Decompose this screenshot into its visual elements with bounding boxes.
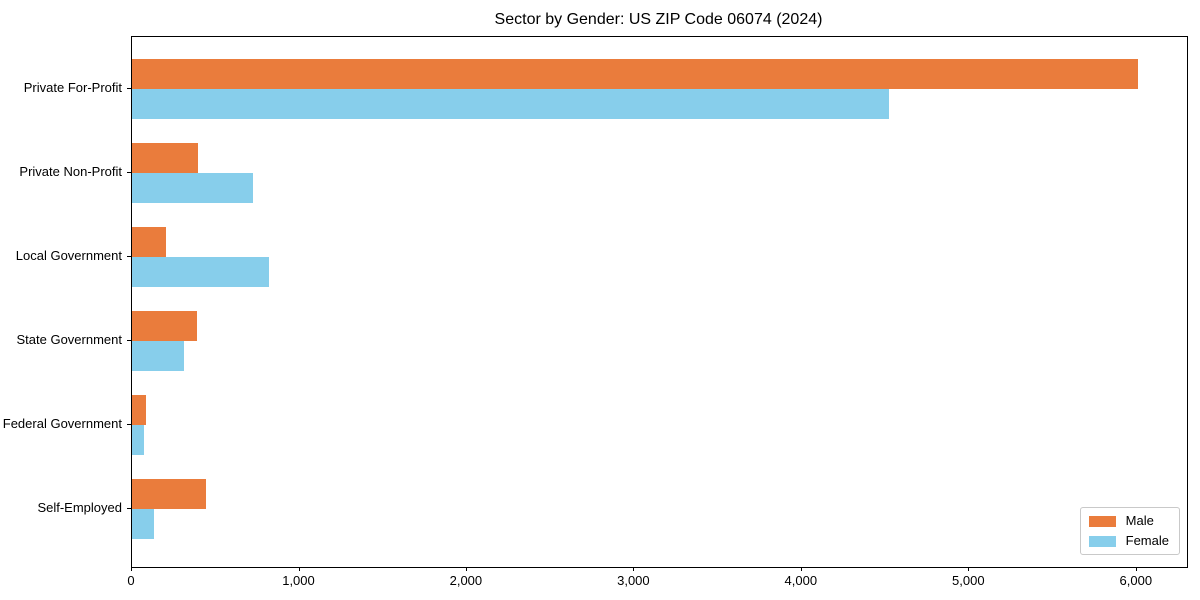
- y-axis-label-1: Private For-Profit: [23, 80, 122, 95]
- x-tick-mark: [800, 567, 802, 571]
- legend-item-female: Female: [1088, 533, 1169, 548]
- legend-item-male: Male: [1088, 513, 1169, 528]
- bar-male-6: [132, 479, 206, 509]
- y-axis-label-4: State Government: [16, 332, 123, 347]
- x-axis-label-0: 0: [127, 573, 135, 588]
- y-tick-mark: [127, 172, 131, 173]
- legend-label-male: Male: [1125, 513, 1154, 528]
- y-tick-mark: [127, 340, 131, 341]
- plot-area: Male Female: [131, 36, 1188, 568]
- y-axis-label-3: Local Government: [15, 248, 122, 263]
- bar-female-6: [132, 509, 154, 539]
- x-axis-label-1000: 1,000: [282, 573, 315, 588]
- y-axis-label-6: Self-Employed: [37, 500, 122, 515]
- y-tick-mark: [127, 256, 131, 257]
- legend: Male Female: [1079, 507, 1180, 555]
- bar-male-3: [132, 227, 166, 257]
- x-tick-mark: [465, 567, 467, 571]
- x-tick-mark: [298, 567, 300, 571]
- male-swatch: [1088, 515, 1116, 527]
- y-axis-label-2: Private Non-Profit: [19, 164, 122, 179]
- x-axis-label-2000: 2,000: [449, 573, 483, 588]
- y-tick-mark: [127, 508, 131, 509]
- y-axis-label-5: Federal Government: [2, 416, 122, 431]
- x-tick-mark: [633, 567, 635, 571]
- x-tick-mark: [131, 567, 132, 571]
- y-tick-mark: [127, 88, 131, 89]
- bar-female-2: [132, 173, 253, 203]
- bar-male-4: [132, 311, 197, 341]
- x-tick-mark: [1135, 567, 1137, 571]
- bar-male-5: [132, 395, 147, 425]
- bar-female-1: [132, 89, 889, 119]
- chart-title: Sector by Gender: US ZIP Code 06074 (202…: [494, 11, 823, 28]
- bar-female-3: [132, 257, 269, 287]
- x-axis-label-5000: 5,000: [952, 573, 985, 588]
- bar-female-5: [132, 425, 144, 455]
- x-axis-label-3000: 3,000: [617, 573, 650, 588]
- x-tick-mark: [968, 567, 970, 571]
- legend-label-female: Female: [1125, 533, 1169, 548]
- bar-male-2: [132, 143, 199, 173]
- x-axis-label-6000: 6,000: [1119, 573, 1153, 588]
- bar-male-1: [132, 59, 1139, 89]
- y-tick-mark: [127, 424, 131, 425]
- bar-female-4: [132, 341, 184, 371]
- female-swatch: [1088, 535, 1116, 547]
- x-axis-label-4000: 4,000: [784, 573, 818, 588]
